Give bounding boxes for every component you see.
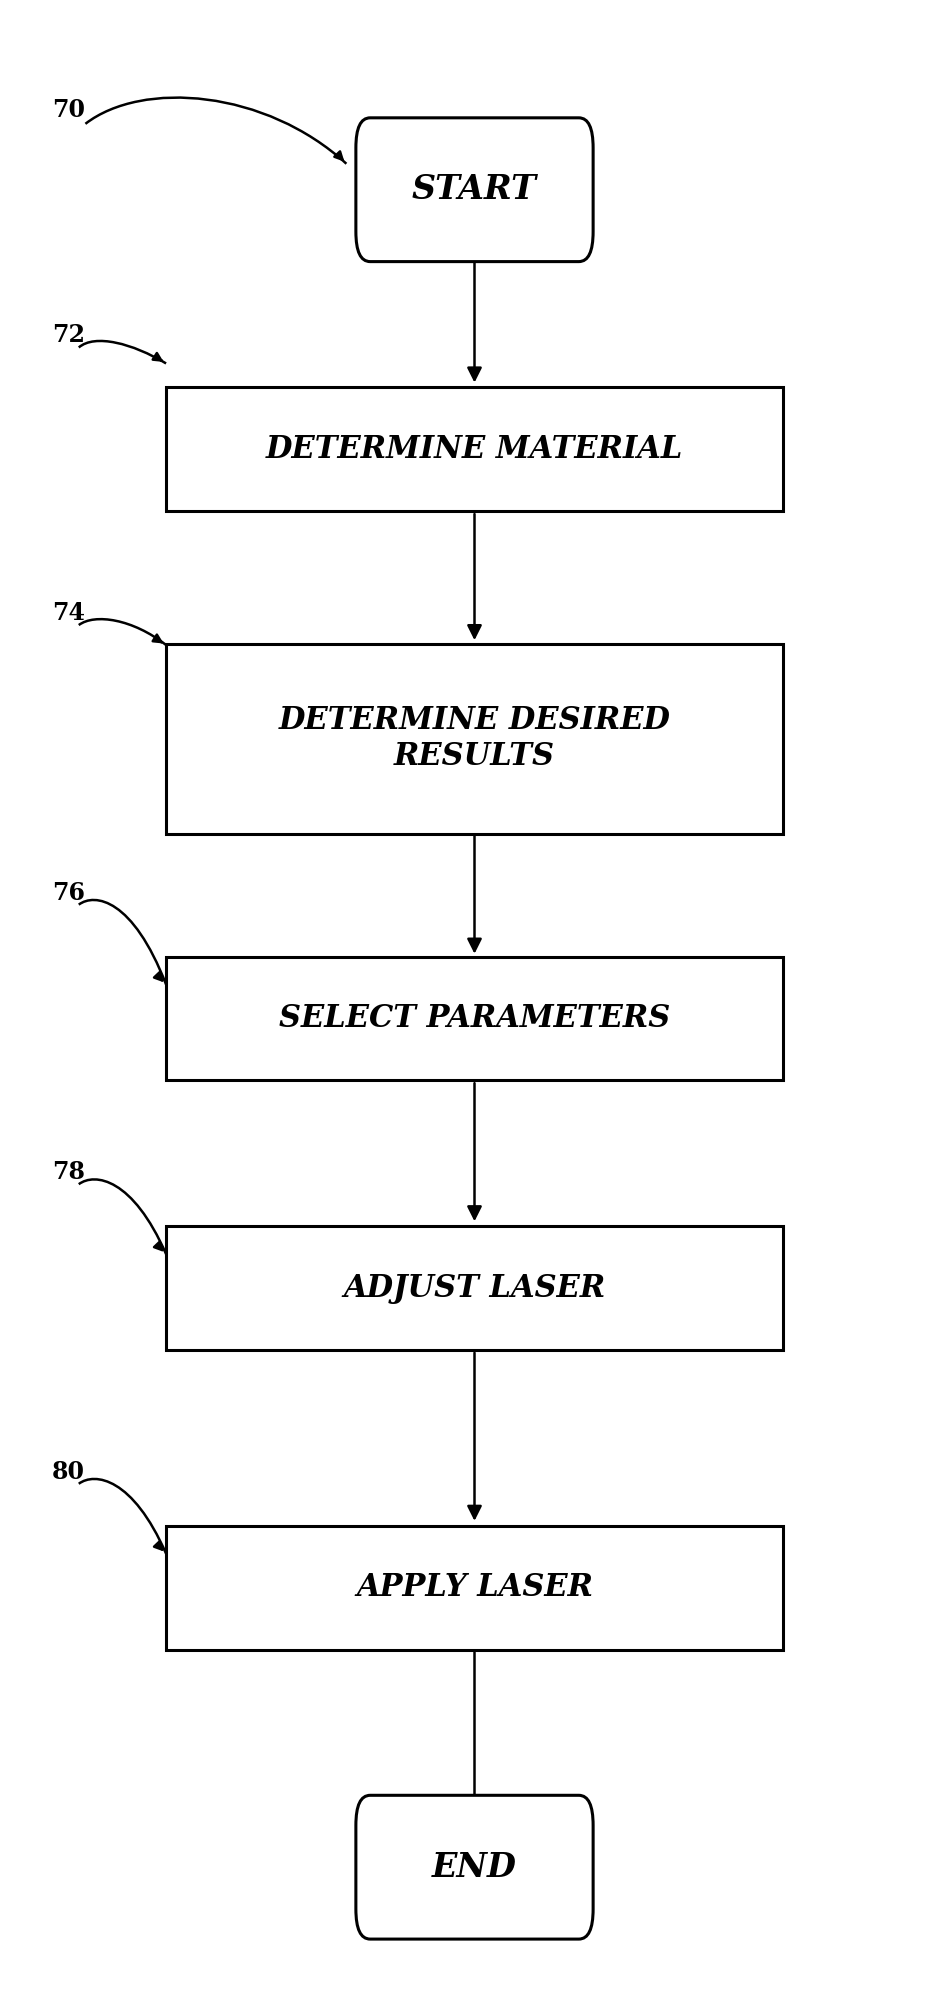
Bar (166, 645, 783, 835)
Text: APPLY LASER: APPLY LASER (356, 1572, 593, 1604)
Bar (166, 1526, 783, 1650)
Text: 80: 80 (52, 1460, 85, 1484)
Text: 74: 74 (52, 601, 85, 625)
Text: START: START (412, 174, 537, 206)
Text: END: END (432, 1851, 517, 1883)
Text: ADJUST LASER: ADJUST LASER (344, 1272, 605, 1304)
Text: 72: 72 (52, 324, 85, 347)
Bar (166, 1226, 783, 1350)
FancyBboxPatch shape (356, 1795, 593, 1939)
Text: DETERMINE DESIRED
RESULTS: DETERMINE DESIRED RESULTS (278, 705, 671, 773)
Text: DETERMINE MATERIAL: DETERMINE MATERIAL (266, 433, 683, 465)
Bar (166, 957, 783, 1080)
Text: 76: 76 (52, 881, 85, 905)
Text: 70: 70 (52, 98, 85, 122)
Text: 78: 78 (52, 1160, 85, 1184)
FancyBboxPatch shape (356, 118, 593, 262)
Text: SELECT PARAMETERS: SELECT PARAMETERS (279, 1002, 670, 1034)
Bar (166, 387, 783, 511)
